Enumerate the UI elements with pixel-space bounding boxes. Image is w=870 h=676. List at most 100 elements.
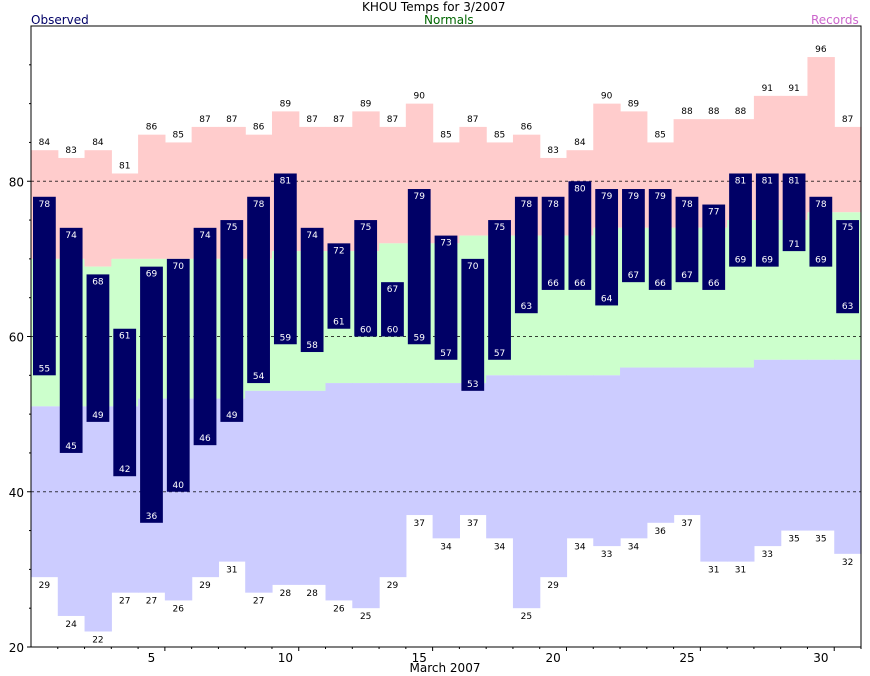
record-low-label-day-31: 32 — [842, 558, 853, 568]
record-high-band-day-14 — [379, 126, 407, 244]
record-low-band-day-11 — [298, 390, 327, 585]
observed-high-label-day-24: 79 — [654, 192, 666, 202]
record-low-label-day-21: 34 — [574, 542, 586, 552]
axis-ticks: 20 40 60 80 5 10 15 20 25 30 — [9, 64, 862, 665]
x-tick-label-15: 15 — [412, 651, 427, 665]
record-low-label-day-19: 25 — [521, 612, 532, 622]
record-high-label-day-12: 87 — [333, 115, 344, 125]
observed-low-label-day-22: 64 — [601, 294, 613, 304]
observed-low-label-day-13: 60 — [360, 326, 372, 336]
observed-bar-day-26 — [702, 204, 726, 290]
observed-high-label-day-20: 78 — [547, 200, 559, 210]
record-low-label-day-18: 34 — [494, 542, 506, 552]
observed-bar-day-24 — [648, 189, 672, 290]
record-low-band-day-28 — [753, 359, 782, 547]
record-high-label-day-23: 89 — [628, 99, 640, 109]
record-high-label-day-4: 81 — [119, 161, 130, 171]
x-tick-label-20: 20 — [545, 651, 560, 665]
observed-bar-day-4 — [113, 328, 137, 477]
record-low-band-day-21 — [566, 375, 594, 539]
legend-normals: Normals — [424, 13, 474, 27]
record-low-label-day-8: 31 — [226, 566, 237, 576]
x-tick-label-10: 10 — [278, 651, 293, 665]
record-low-band-day-24 — [646, 367, 675, 523]
observed-low-label-day-21: 66 — [574, 279, 586, 289]
observed-bar-day-15 — [407, 189, 431, 345]
observed-low-label-day-8: 49 — [226, 411, 238, 421]
record-high-label-day-1: 84 — [39, 138, 51, 148]
x-tick-label-30: 30 — [813, 651, 828, 665]
record-high-label-day-27: 88 — [735, 107, 747, 117]
observed-bar-day-11 — [300, 227, 324, 353]
observed-bar-day-13 — [354, 220, 378, 337]
observed-low-label-day-9: 54 — [253, 372, 265, 382]
y-tick-label-60: 60 — [9, 331, 24, 345]
observed-low-label-day-4: 42 — [119, 465, 130, 475]
record-low-label-day-6: 26 — [173, 604, 185, 614]
observed-bar-day-31 — [836, 220, 859, 314]
observed-low-label-day-19: 63 — [521, 302, 532, 312]
record-high-label-day-30: 96 — [815, 45, 827, 55]
record-low-band-day-17 — [459, 383, 487, 516]
observed-bar-day-22 — [595, 189, 619, 306]
record-low-label-day-14: 29 — [387, 581, 399, 591]
observed-low-label-day-12: 61 — [333, 318, 344, 328]
observed-low-label-day-30: 69 — [815, 256, 827, 266]
observed-bar-day-7 — [193, 227, 217, 446]
observed-low-label-day-17: 53 — [467, 380, 478, 390]
record-low-label-day-10: 28 — [280, 589, 292, 599]
y-tick-label-80: 80 — [9, 175, 24, 189]
record-low-band-day-13 — [352, 383, 380, 609]
observed-bar-day-3 — [86, 274, 110, 422]
observed-low-label-day-6: 40 — [173, 481, 185, 491]
record-high-band-day-30 — [807, 57, 835, 213]
observed-high-label-day-5: 69 — [146, 270, 158, 280]
observed-bar-day-17 — [461, 258, 485, 391]
observed-high-label-day-29: 81 — [788, 176, 799, 186]
observed-bar-day-27 — [729, 173, 752, 267]
observed-high-label-day-28: 81 — [762, 176, 773, 186]
record-high-label-day-3: 84 — [92, 138, 104, 148]
record-high-label-day-10: 89 — [280, 99, 292, 109]
observed-high-label-day-6: 70 — [173, 262, 185, 272]
observed-high-label-day-30: 78 — [815, 200, 827, 210]
observed-high-label-day-23: 79 — [628, 192, 640, 202]
record-low-label-day-27: 31 — [735, 566, 746, 576]
observed-high-label-day-10: 81 — [280, 176, 291, 186]
record-low-label-day-23: 34 — [628, 542, 640, 552]
record-high-band-day-6 — [164, 142, 193, 259]
observed-bar-day-20 — [541, 196, 565, 290]
record-high-band-day-16 — [432, 142, 460, 244]
record-low-label-day-16: 34 — [440, 542, 452, 552]
record-low-label-day-3: 22 — [92, 635, 103, 645]
observed-high-label-day-3: 68 — [92, 277, 104, 287]
legend-observed: Observed — [31, 13, 89, 27]
record-high-label-day-31: 87 — [842, 115, 853, 125]
record-low-band-day-18 — [486, 375, 514, 539]
observed-high-label-day-15: 79 — [413, 192, 425, 202]
observed-low-label-day-5: 36 — [146, 512, 158, 522]
record-low-band-day-22 — [593, 375, 621, 547]
record-high-label-day-14: 87 — [387, 115, 398, 125]
record-low-band-day-10 — [271, 390, 300, 585]
observed-low-label-day-18: 57 — [494, 349, 505, 359]
record-high-label-day-26: 88 — [708, 107, 720, 117]
observed-low-label-day-25: 67 — [681, 271, 692, 281]
record-high-label-day-20: 83 — [547, 146, 558, 156]
observed-high-label-day-16: 73 — [440, 239, 451, 249]
record-high-label-day-13: 89 — [360, 99, 372, 109]
observed-high-label-day-31: 75 — [842, 223, 853, 233]
record-low-label-day-20: 29 — [547, 581, 559, 591]
record-low-label-day-24: 36 — [654, 527, 666, 537]
record-low-band-day-8 — [218, 398, 246, 562]
observed-high-label-day-2: 74 — [65, 231, 77, 241]
record-high-label-day-11: 87 — [306, 115, 317, 125]
observed-low-label-day-11: 58 — [306, 341, 318, 351]
record-low-label-day-15: 37 — [413, 519, 424, 529]
record-high-band-day-12 — [325, 126, 353, 252]
record-low-label-day-1: 29 — [39, 581, 51, 591]
record-high-label-day-17: 87 — [467, 115, 478, 125]
observed-high-label-day-12: 72 — [333, 246, 344, 256]
observed-high-label-day-9: 78 — [253, 200, 265, 210]
